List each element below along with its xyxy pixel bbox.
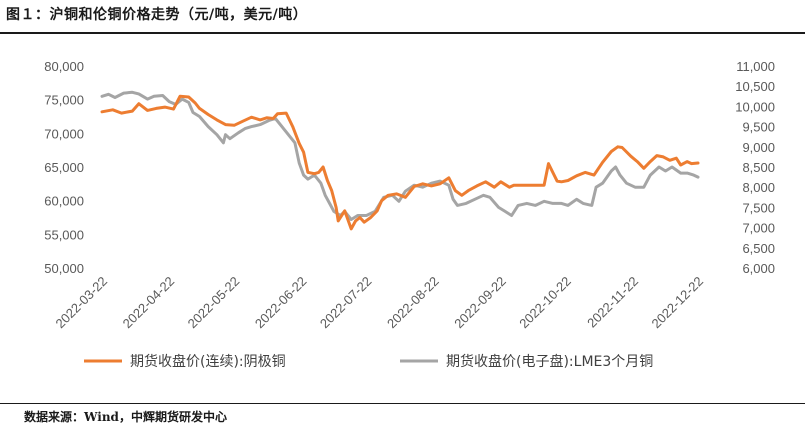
right-tick-label: 10,500 [735,79,775,94]
data-source: 数据来源：Wind，中辉期货研发中心 [24,410,227,424]
right-tick-label: 8,500 [742,160,775,175]
right-tick-label: 7,000 [742,221,775,236]
left-tick-label: 65,000 [44,160,84,175]
right-axis: 6,000 6,500 7,000 7,500 8,000 8,500 9,000 9,500… [735,59,775,276]
x-tick-label: 2022-10-22 [516,274,574,332]
x-tick-label: 2022-11-22 [584,274,641,331]
right-tick-label: 7,500 [742,200,775,215]
legend-label: 期货收盘价(电子盘):LME3个月铜 [446,353,653,370]
x-tick-label: 2022-03-22 [52,274,110,332]
left-tick-label: 55,000 [44,227,84,242]
x-axis: 2022-03-22 2022-04-22 2022-05-22 2022-06-22… [52,274,706,332]
right-tick-label: 9,500 [742,120,775,135]
right-tick-label: 8,000 [742,180,775,195]
right-tick-label: 6,500 [742,241,775,256]
left-tick-label: 70,000 [44,126,84,141]
left-tick-label: 60,000 [44,194,84,209]
right-tick-label: 9,000 [742,140,775,155]
x-tick-label: 2022-05-22 [185,274,243,332]
series-line-shfe-copper [100,94,700,231]
legend: 期货收盘价(连续):阴极铜 期货收盘价(电子盘):LME3个月铜 [84,353,653,370]
left-axis: 50,000 55,000 60,000 65,000 70,000 75,000 80,0… [44,59,84,276]
x-tick-label: 2022-06-22 [252,274,310,332]
left-tick-label: 50,000 [44,261,84,276]
x-tick-label: 2022-08-22 [384,274,442,332]
footer-divider [0,403,805,404]
copper-price-chart: 50,000 55,000 60,000 65,000 70,000 75,000 80,0… [44,59,775,370]
x-tick-label: 2022-09-22 [451,274,509,332]
x-tick-label: 2022-04-22 [120,274,178,332]
title-divider [0,32,805,34]
figure-title: 图１：沪铜和伦铜价格走势（元/吨，美元/吨） [6,7,308,23]
left-tick-label: 80,000 [44,59,84,74]
x-tick-label: 2022-07-22 [317,274,375,332]
series-layer [100,90,700,231]
x-tick-label: 2022-12-22 [648,274,706,332]
right-tick-label: 11,000 [736,59,775,74]
right-tick-label: 6,000 [742,261,775,276]
legend-label: 期货收盘价(连续):阴极铜 [130,353,286,370]
right-tick-label: 10,000 [735,99,775,114]
left-tick-label: 75,000 [44,93,84,108]
